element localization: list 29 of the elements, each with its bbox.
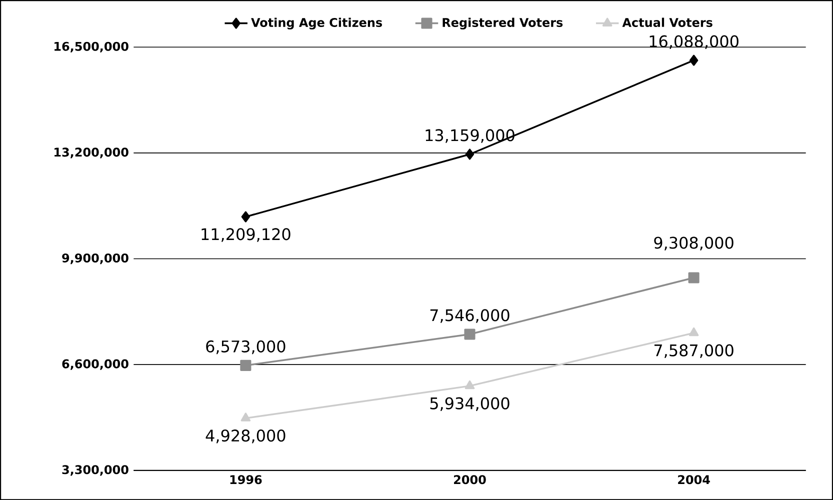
data-label: 7,546,000 — [430, 309, 510, 323]
point — [688, 327, 699, 336]
x-tick-label: 2000 — [454, 474, 486, 484]
y-tick-label: 9,900,000 — [62, 253, 128, 264]
legend-label: Voting Age Citizens — [251, 18, 382, 30]
point — [465, 148, 474, 160]
y-tick-label: 3,300,000 — [62, 464, 128, 476]
y-tick-label: 16,500,000 — [54, 42, 128, 52]
legend-label: Registered Voters — [442, 18, 563, 30]
point — [689, 54, 698, 66]
point — [240, 412, 251, 422]
point — [240, 360, 252, 371]
x-tick-label: 2004 — [678, 474, 710, 484]
data-label: 7,587,000 — [654, 344, 734, 358]
data-label: 13,159,000 — [426, 129, 514, 143]
data-label: 11,209,120 — [202, 228, 290, 242]
y-tick-label: 13,200,000 — [54, 148, 128, 158]
point — [688, 272, 700, 284]
point — [241, 211, 250, 222]
data-label: 4,928,000 — [206, 429, 286, 444]
data-label: 9,308,000 — [654, 236, 734, 250]
data-label: 6,573,000 — [206, 340, 286, 354]
legend-label: Actual Voters — [622, 18, 712, 27]
data-label: 5,934,000 — [430, 397, 510, 411]
x-tick-label: 1996 — [230, 475, 262, 484]
data-label: 16,088,000 — [650, 35, 738, 49]
y-tick-label: 6,600,000 — [62, 359, 128, 370]
point — [464, 380, 475, 390]
point — [464, 328, 476, 340]
